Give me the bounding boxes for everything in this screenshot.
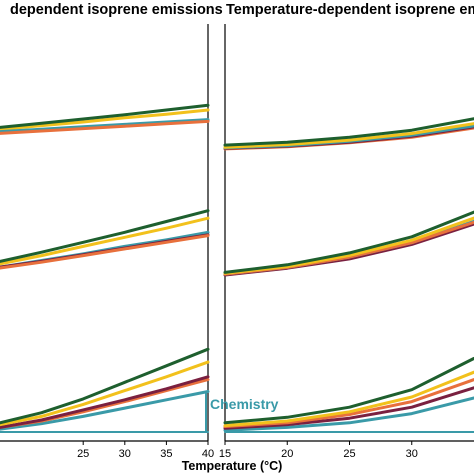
- left-row2-series-line: [0, 216, 210, 266]
- right-row3-series-line: [223, 356, 474, 425]
- left-x-tick-label: 30: [119, 448, 131, 460]
- left-row1-series-line: [0, 118, 210, 134]
- right-row1-series-line: [223, 117, 474, 147]
- left-panel-title: dependent isoprene emissions: [10, 2, 223, 18]
- left-row2-series-line: [0, 234, 210, 270]
- left-panel: 25 30 35 40: [0, 24, 214, 460]
- right-x-tick-label: 15: [219, 448, 231, 460]
- left-row3-series-line: [0, 347, 210, 425]
- right-row2-series-line: [223, 210, 474, 274]
- right-row3-series-line: [223, 370, 474, 428]
- right-x-tick-label: 30: [406, 448, 418, 460]
- right-row3-series-line: [223, 386, 474, 430]
- x-axis-label: Temperature (°C): [182, 459, 283, 473]
- left-row3-series-line: [0, 375, 210, 429]
- right-panel: 15 20 25 30: [219, 24, 474, 460]
- left-x-tick-label: 35: [160, 448, 172, 460]
- left-x-tick-label: 25: [77, 448, 89, 460]
- left-row3-series-line: [0, 390, 210, 431]
- right-row2-series-line: [223, 219, 474, 276]
- chemistry-annotation: Chemistry: [210, 396, 279, 412]
- right-row1-series-line: [223, 122, 474, 149]
- left-x-tick-label: 40: [202, 448, 214, 460]
- left-row2-series-line: [0, 209, 210, 263]
- right-x-tick-label: 25: [343, 448, 355, 460]
- left-row1-series-line: [0, 108, 210, 131]
- left-row3-series-line: [0, 360, 210, 427]
- left-row1-series-line: [0, 119, 210, 135]
- right-row3-series-line: [223, 396, 474, 432]
- right-panel-title: Temperature-dependent isoprene emiss: [226, 2, 474, 18]
- right-x-tick-label: 20: [281, 448, 293, 460]
- left-row1-series-line: [0, 103, 210, 129]
